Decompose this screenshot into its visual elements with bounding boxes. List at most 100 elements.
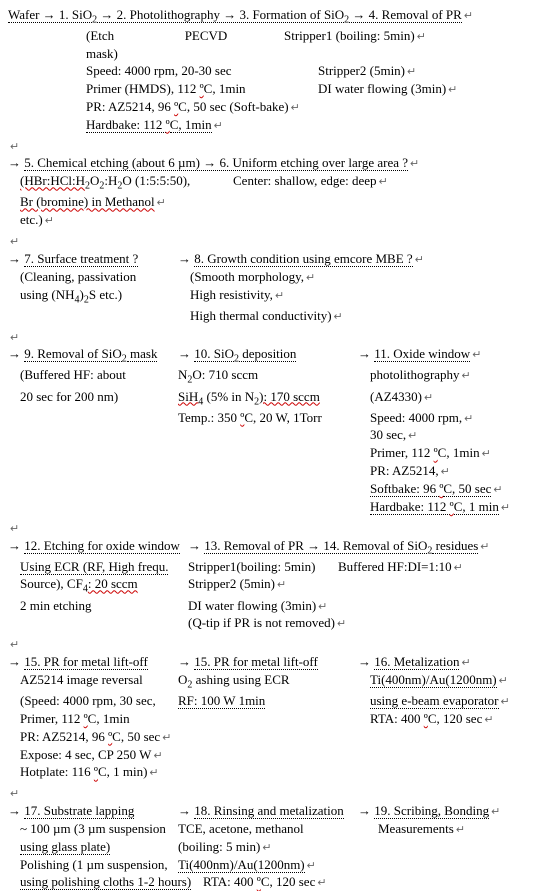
t: Polishing (1 µm suspension, [20, 857, 168, 872]
t: : 20 sccm [88, 576, 138, 591]
t: O (1:5:5:50), [122, 173, 190, 188]
t: O: 710 sccm [192, 367, 258, 382]
t: TCE, acetone, methanol [178, 821, 304, 836]
t: (Cleaning, passivation [20, 269, 136, 284]
line: AZ5214 image reversal O2 ashing using EC… [8, 671, 546, 692]
line: 17. Substrate lapping 18. Rinsing and me… [8, 802, 546, 820]
t: → 2. Photolithography → 3. Formation of … [97, 7, 344, 23]
t: 16. Metalization [374, 654, 459, 670]
line: using polishing cloths 1-2 hours) RTA: 4… [8, 873, 546, 891]
line: 2 min etching DI water flowing (3min)↵ [8, 597, 546, 615]
t: Hardbake: 112 [370, 499, 450, 515]
step-12-14: 12. Etching for oxide window 13. Removal… [8, 537, 546, 633]
t: RTA: 400 [370, 711, 424, 726]
t: Stripper2 (5min) [188, 576, 275, 591]
line: 5. Chemical etching (about 6 µm) → 6. Un… [8, 154, 546, 172]
line: Hardbake: 112 ºC, 1min↵ [8, 116, 546, 134]
t: ): 170 sccm [259, 389, 320, 404]
t: C, 50 sec [112, 729, 160, 744]
t: 17. Substrate lapping [24, 803, 134, 819]
t: mask [127, 346, 158, 362]
t: Stripper1 (boiling: 5min) [284, 28, 415, 43]
t: DI water flowing (3min) [188, 598, 316, 613]
t: Using ECR (RF, High frequ. [20, 559, 168, 575]
line: ~ 100 µm (3 µm suspension TCE, acetone, … [8, 820, 546, 838]
line: Wafer → 1. SiO2 → 2. Photolithography → … [8, 6, 546, 27]
t: 20 sec for 200 nm) [20, 389, 118, 404]
t: 9. Removal of SiO [24, 346, 122, 362]
t: 8. Growth condition using emcore MBE ? [194, 251, 412, 267]
t: C, 1min [170, 117, 212, 133]
line: using (NH4)2S etc.) High resistivity,↵ [8, 286, 546, 307]
t: C, 120 sec [261, 874, 316, 889]
line: Speed: 4000 rpm, 20-30 sec Stripper2 (5m… [8, 62, 546, 80]
t: (Buffered HF: about [20, 367, 126, 382]
t: C, 120 sec [428, 711, 483, 726]
line: etc.)↵ [8, 211, 546, 229]
line: (Buffered HF: about N2O: 710 sccm photol… [8, 366, 546, 387]
line: PR: AZ5214, 96 ºC, 50 sec (Soft-bake)↵ [8, 98, 546, 116]
t: (HBr:HCl:H [20, 173, 85, 188]
t: Wafer → 1. SiO [8, 7, 92, 23]
t: Softbake: 96 [370, 481, 439, 497]
t: 7. Surface treatment ? [24, 251, 138, 267]
t: 18. Rinsing and metalization [194, 803, 343, 819]
line: Expose: 4 sec, CP 250 W↵ [8, 746, 546, 764]
t: using glass plate) [20, 839, 110, 855]
step-15-16: 15. PR for metal lift-off 15. PR for met… [8, 653, 546, 781]
line: Using ECR (RF, High frequ. Stripper1(boi… [8, 558, 546, 576]
t: Br (bromine) in Methanol [20, 194, 155, 209]
t: C, 1 min [454, 499, 499, 515]
t: (Q-tip if PR is not removed) [188, 615, 335, 630]
step-1-to-4: Wafer → 1. SiO2 → 2. Photolithography → … [8, 6, 546, 134]
t: photolithography [370, 367, 460, 382]
t: High resistivity, [190, 287, 273, 302]
t: (Speed: 4000 rpm, 30 sec, [20, 693, 156, 708]
line: Br (bromine) in Methanol↵ [8, 193, 546, 211]
line: Temp.: 350 ºC, 20 W, 1Torr Speed: 4000 r… [8, 409, 546, 427]
t: residues [432, 538, 478, 554]
t: (Smooth morphology, [190, 269, 304, 284]
t: Hotplate: 116 [20, 764, 94, 779]
t: (AZ4330) [370, 389, 422, 404]
line: Source), CF4: 20 sccm Stripper2 (5min)↵ [8, 575, 546, 596]
t: 13. Removal of PR → 14. Removal of SiO [204, 538, 427, 554]
t: using (NH [20, 287, 75, 302]
line: 12. Etching for oxide window 13. Removal… [8, 537, 546, 558]
line: (Speed: 4000 rpm, 30 sec, RF: 100 W 1min… [8, 692, 546, 710]
t: 5. Chemical etching (about 6 µm) → 6. Un… [24, 155, 408, 171]
t: Ti(400nm)/Au(1200nm) [178, 857, 305, 873]
t: Primer, 112 [20, 711, 84, 726]
t: ashing using ECR [192, 672, 289, 687]
t: RTA: 400 [203, 874, 257, 889]
t: deposition [239, 346, 296, 362]
t: Speed: 4000 rpm, [370, 410, 462, 425]
t: (Etch mask) [86, 28, 118, 61]
line: (HBr:HCl:H2O2:H2O (1:5:5:50), Center: sh… [8, 172, 546, 193]
t: 15. PR for metal lift-off [24, 654, 148, 670]
t: PR: AZ5214, 96 [20, 729, 108, 744]
t: → 4. Removal of PR [349, 7, 462, 23]
t: (boiling: 5 min) [178, 839, 260, 854]
t: C, 1min [438, 445, 480, 460]
line: Primer (HMDS), 112 ºC, 1min DI water flo… [8, 80, 546, 98]
t: Hardbake: 112 [86, 117, 166, 133]
t: etc.) [20, 212, 43, 227]
line: 20 sec for 200 nm) SiH4 (5% in N2): 170 … [8, 388, 546, 409]
t: C, 20 W, 1Torr [244, 410, 321, 425]
t: 2 min etching [20, 598, 92, 613]
t: Expose: 4 sec, CP 250 W [20, 747, 151, 762]
t: C, 1min [88, 711, 130, 726]
line: 7. Surface treatment ? 8. Growth conditi… [8, 250, 546, 268]
t: Buffered HF:DI=1:10 [338, 559, 452, 574]
t: :H [104, 173, 117, 188]
t: High thermal conductivity) [190, 308, 332, 323]
t: (5% in N [203, 389, 254, 404]
t: Temp.: 350 [178, 410, 240, 425]
t: Measurements [378, 821, 454, 836]
step-7-8: 7. Surface treatment ? 8. Growth conditi… [8, 250, 546, 325]
t: Stripper2 (5min) [318, 63, 405, 78]
line: PR: AZ5214, 96 ºC, 50 sec↵ [8, 728, 546, 746]
t: 11. Oxide window [374, 346, 470, 362]
t: AZ5214 image reversal [20, 672, 143, 687]
